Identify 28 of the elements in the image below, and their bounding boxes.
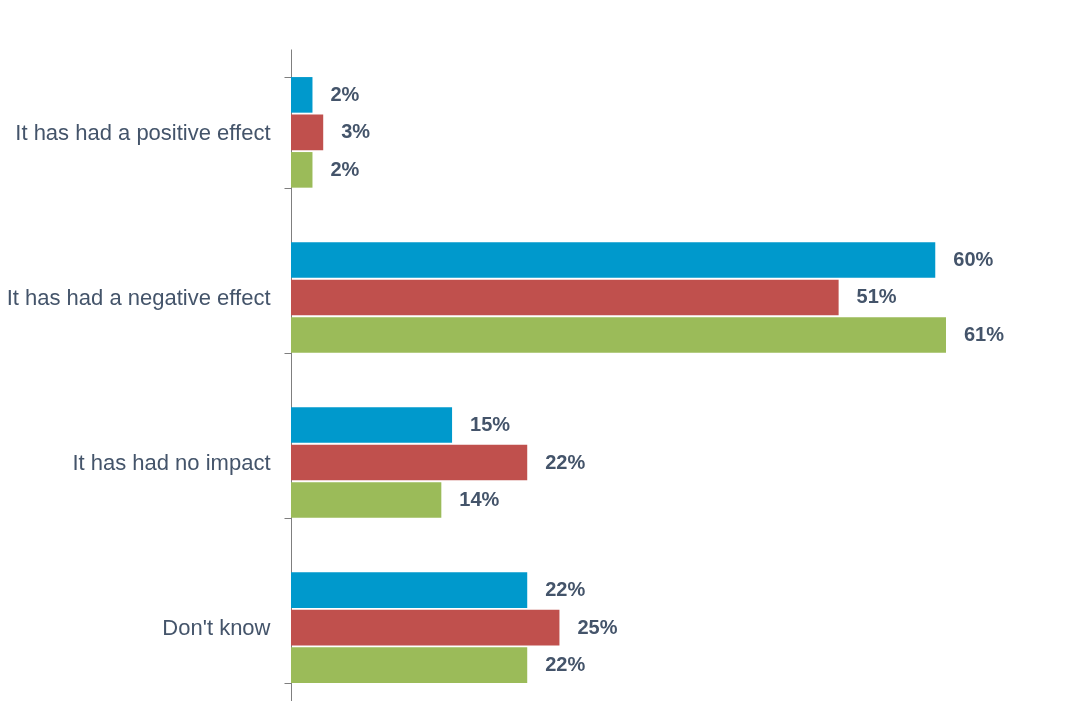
- data-label: 22%: [545, 578, 586, 601]
- bar: [291, 152, 313, 188]
- data-label: 22%: [545, 450, 586, 473]
- data-label: 25%: [577, 615, 618, 638]
- data-label: 2%: [330, 82, 360, 105]
- y-tick-label: It has had no impact: [72, 450, 271, 476]
- bar: [291, 242, 936, 278]
- y-tick-label: It has had a positive effect: [15, 119, 271, 145]
- data-label: 22%: [545, 653, 586, 676]
- data-label: 3%: [341, 120, 371, 143]
- bar: [291, 444, 528, 481]
- bar: [291, 279, 839, 316]
- bar: [291, 317, 946, 353]
- data-label: 60%: [953, 247, 994, 270]
- data-label: 61%: [964, 322, 1005, 345]
- bar: [291, 77, 313, 113]
- data-label: 14%: [459, 488, 500, 511]
- data-label: 15%: [470, 413, 511, 436]
- bar: [291, 114, 324, 151]
- bar: [291, 572, 528, 608]
- bar: [291, 647, 528, 683]
- bar: [291, 482, 442, 518]
- y-tick-label: It has had a negative effect: [6, 284, 271, 310]
- bar: [291, 407, 453, 443]
- bar: [291, 609, 560, 646]
- y-tick-label: Don't know: [162, 615, 271, 641]
- data-label: 51%: [856, 285, 897, 308]
- data-label: 2%: [330, 157, 360, 180]
